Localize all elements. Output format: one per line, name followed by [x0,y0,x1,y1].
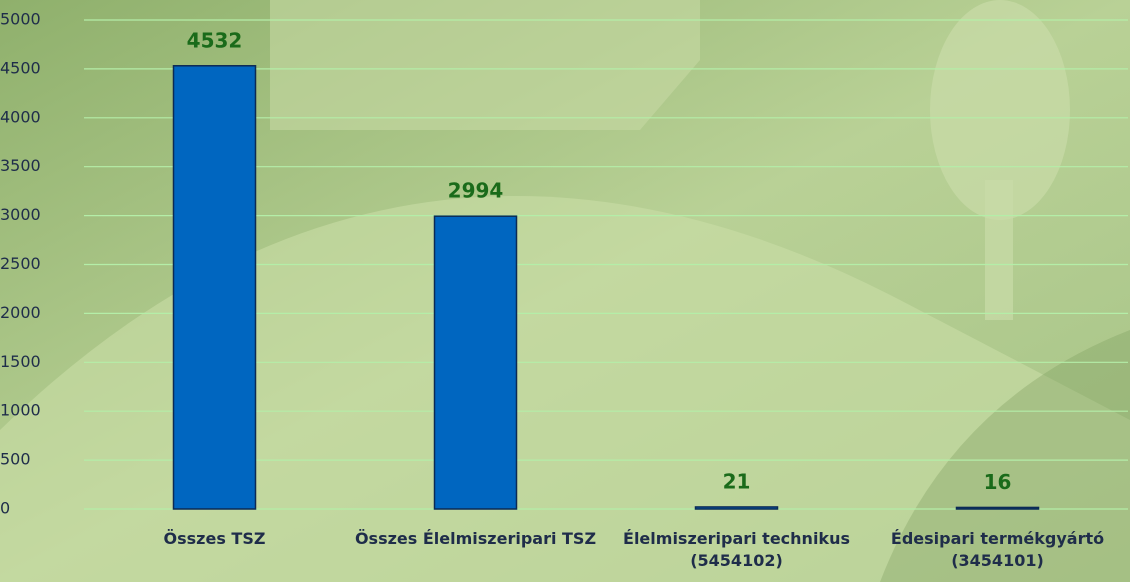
y-tick-label: 3000 [0,205,41,224]
x-tick-label: Összes TSZ [163,529,266,548]
y-tick-label: 5000 [0,10,41,29]
y-tick-label: 2500 [0,254,41,273]
y-tick-label: 0 [0,499,10,518]
data-label: 2994 [448,179,504,203]
decor-field [880,330,1130,582]
decor-hill [0,196,1130,582]
plot: 0 500 1000 1500 2000 2500 3000 3500 4000 4500 5000… [0,10,1128,518]
y-tick-label: 500 [0,450,31,469]
bar [955,506,1040,510]
y-tick-label: 3500 [0,156,41,175]
decor-shape [270,0,700,130]
y-tick-label: 1000 [0,401,41,420]
data-label: 21 [723,469,751,493]
bar [172,65,257,510]
data-label: 4532 [187,28,243,52]
x-tick-label: Élelmiszeripari technikus (5454102) [623,529,850,570]
bar [694,506,779,510]
y-tick-label: 2000 [0,303,41,322]
decor-trunk [985,180,1013,320]
data-label: 16 [984,470,1012,494]
x-tick-label: Édesipari termékgyártó (3454101) [890,529,1105,570]
y-tick-label: 1500 [0,352,41,371]
y-tick-label: 4500 [0,58,41,77]
bar [433,215,518,510]
x-tick-label: Összes Élelmiszeripari TSZ [354,529,597,548]
decor-tree [930,0,1070,220]
y-tick-label: 4000 [0,107,41,126]
